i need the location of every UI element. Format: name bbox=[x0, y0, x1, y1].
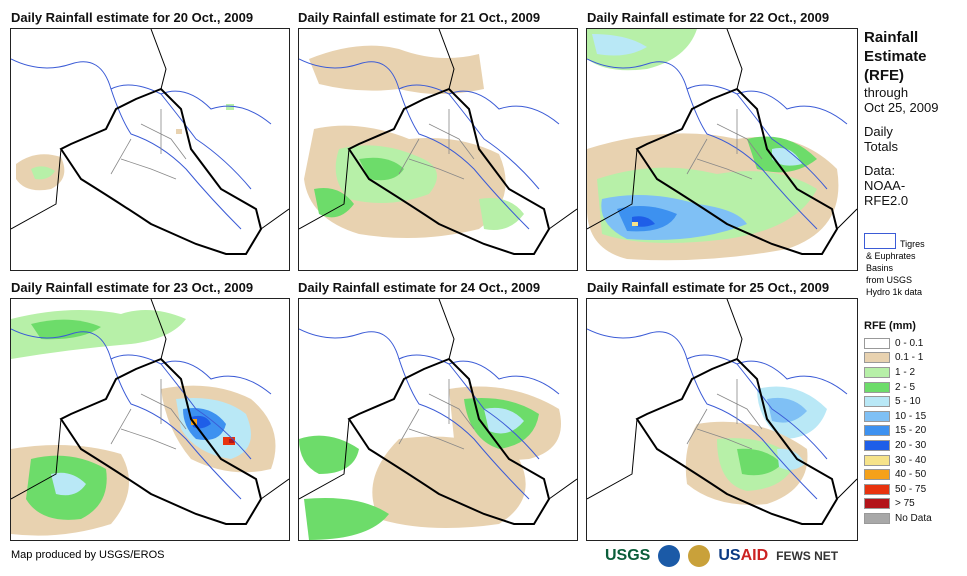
panel-title-21: Daily Rainfall estimate for 21 Oct., 200… bbox=[298, 10, 541, 25]
legend-item: 5 - 10 bbox=[864, 394, 964, 409]
basin-legend-swatch bbox=[864, 233, 896, 249]
panel-title-25: Daily Rainfall estimate for 25 Oct., 200… bbox=[587, 280, 830, 295]
usaid-logo-aid: AID bbox=[740, 547, 769, 564]
legend-swatch bbox=[864, 483, 890, 495]
legend-label: 20 - 30 bbox=[895, 439, 927, 451]
panel-title-20: Daily Rainfall estimate for 20 Oct., 200… bbox=[11, 10, 254, 25]
title-line2: Estimate bbox=[864, 48, 927, 65]
legend-swatch bbox=[864, 498, 890, 510]
through-label: through bbox=[864, 85, 909, 100]
map-panel-21 bbox=[298, 28, 578, 271]
rain-areas bbox=[587, 29, 839, 261]
usgs-logo: USGS bbox=[605, 547, 651, 564]
legend-swatch bbox=[864, 439, 890, 451]
rainfall-map-25 bbox=[587, 299, 857, 525]
through-date: Oct 25, 2009 bbox=[864, 100, 939, 115]
partner-logos: USGS USAID FEWS NET bbox=[605, 545, 838, 567]
legend-swatch bbox=[864, 425, 890, 437]
basin-line4: from USGS bbox=[866, 275, 913, 285]
legend-label: 0.1 - 1 bbox=[895, 352, 924, 364]
basin-line3: Basins bbox=[866, 263, 894, 273]
fews-net-logo: FEWS NET bbox=[776, 549, 839, 563]
rainfall-map-22 bbox=[587, 29, 857, 261]
legend-swatch bbox=[864, 396, 890, 408]
map-panel-23 bbox=[10, 298, 290, 541]
legend-label: 15 - 20 bbox=[895, 425, 927, 437]
map-panel-24 bbox=[298, 298, 578, 541]
legend-item: > 75 bbox=[864, 497, 964, 512]
title-line3: (RFE) bbox=[864, 67, 904, 84]
rainfall-map-24 bbox=[299, 299, 577, 540]
legend-swatch bbox=[864, 337, 890, 349]
rfe-legend: RFE (mm) 0 - 0.1 0.1 - 1 1 - 2 2 - 5 5 - 10 1… bbox=[864, 320, 964, 526]
rain-areas bbox=[299, 386, 561, 540]
legend-item: 30 - 40 bbox=[864, 453, 964, 468]
noaa-logo bbox=[658, 545, 681, 567]
legend-label: 5 - 10 bbox=[895, 396, 921, 408]
rainfall-map-20 bbox=[11, 29, 289, 255]
title-line1: Rainfall bbox=[864, 29, 919, 46]
usaid-logo: USAID bbox=[718, 547, 768, 565]
basin-line1: Tigres bbox=[900, 239, 925, 249]
legend-label: 1 - 2 bbox=[895, 366, 916, 378]
legend-swatch bbox=[864, 410, 890, 422]
legend-label: 10 - 15 bbox=[895, 410, 927, 422]
legend-label: No Data bbox=[895, 512, 932, 524]
basin-legend-text: Tigres & Euphrates Basins from USGS Hydr… bbox=[866, 238, 966, 298]
data-source-2: RFE2.0 bbox=[864, 193, 909, 208]
usaid-logo-us: US bbox=[718, 547, 741, 564]
legend-swatch bbox=[864, 454, 890, 466]
legend-label: 2 - 5 bbox=[895, 381, 916, 393]
rain-areas bbox=[16, 104, 234, 191]
legend-item: 40 - 50 bbox=[864, 467, 964, 482]
panel-title-22: Daily Rainfall estimate for 22 Oct., 200… bbox=[587, 10, 830, 25]
legend-swatch bbox=[864, 366, 890, 378]
basin-line2: & Euphrates bbox=[866, 251, 916, 261]
map-panel-22 bbox=[586, 28, 858, 271]
legend-label: 40 - 50 bbox=[895, 469, 927, 481]
legend-item: 1 - 2 bbox=[864, 365, 964, 380]
map-panel-20 bbox=[10, 28, 290, 271]
legend-swatch bbox=[864, 381, 890, 393]
legend-item: 10 - 15 bbox=[864, 409, 964, 424]
legend-label: 50 - 75 bbox=[895, 483, 927, 495]
map-panel-25 bbox=[586, 298, 858, 541]
legend-swatch bbox=[864, 512, 890, 524]
data-source-1: NOAA- bbox=[864, 178, 906, 193]
legend-item: 0 - 0.1 bbox=[864, 336, 964, 351]
legend-label: 30 - 40 bbox=[895, 454, 927, 466]
legend-item: 15 - 20 bbox=[864, 424, 964, 439]
legend-item: 20 - 30 bbox=[864, 438, 964, 453]
rain-areas bbox=[11, 310, 276, 536]
legend-title: RFE (mm) bbox=[864, 320, 916, 332]
legend-swatch bbox=[864, 352, 890, 364]
panel-title-23: Daily Rainfall estimate for 23 Oct., 200… bbox=[11, 280, 254, 295]
legend-swatch bbox=[864, 469, 890, 481]
data-label: Data: bbox=[864, 163, 896, 178]
legend-item: 50 - 75 bbox=[864, 482, 964, 497]
rainfall-map-23 bbox=[11, 299, 289, 536]
side-annotation: Rainfall Estimate (RFE) through Oct 25, … bbox=[864, 28, 964, 208]
legend-label: 0 - 0.1 bbox=[895, 337, 924, 349]
legend-item: No Data bbox=[864, 511, 964, 526]
legend-label: > 75 bbox=[895, 498, 915, 510]
rain-areas bbox=[304, 45, 524, 238]
map-credit: Map produced by USGS/EROS bbox=[11, 549, 165, 561]
panel-title-24: Daily Rainfall estimate for 24 Oct., 200… bbox=[298, 280, 541, 295]
doi-logo bbox=[688, 545, 711, 567]
basin-line5: Hydro 1k data bbox=[866, 287, 923, 297]
legend-item: 0.1 - 1 bbox=[864, 351, 964, 366]
totals-label: Totals bbox=[864, 139, 898, 154]
legend-item: 2 - 5 bbox=[864, 380, 964, 395]
daily-label: Daily bbox=[864, 124, 893, 139]
rainfall-map-21 bbox=[299, 29, 577, 255]
